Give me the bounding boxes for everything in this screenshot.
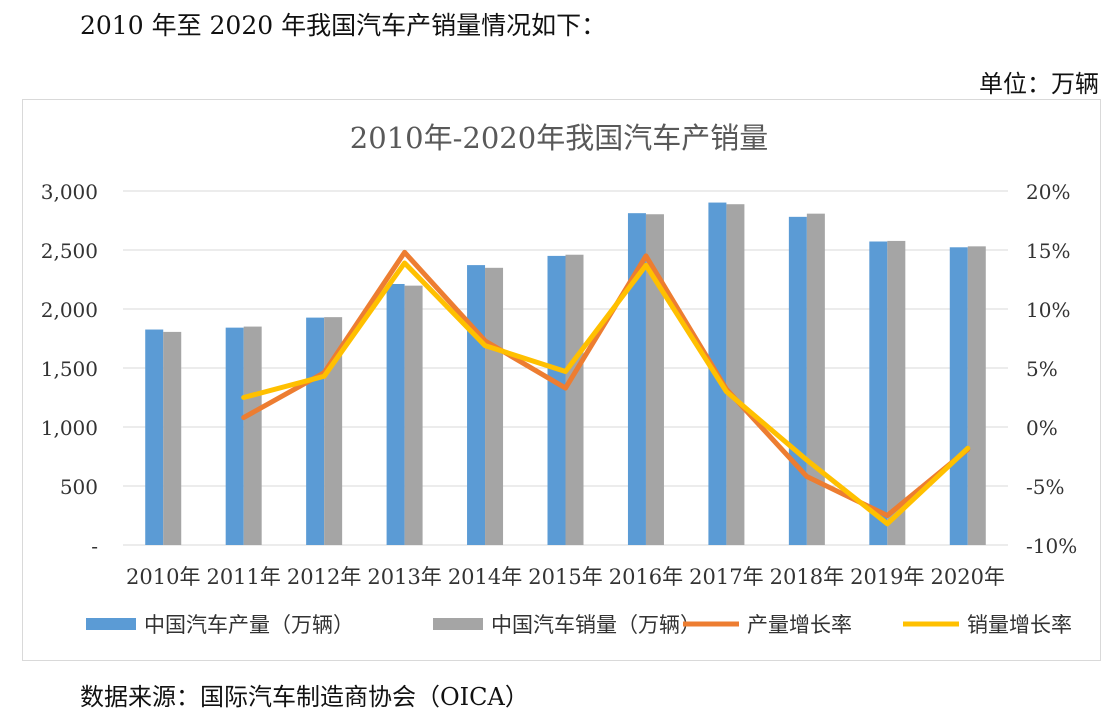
sales-bar	[645, 214, 664, 545]
y-right-tick-label: 20%	[1026, 180, 1070, 204]
legend-label: 产量增长率	[747, 613, 852, 637]
sales-bar	[726, 204, 745, 545]
y-left-tick-label: 1,000	[41, 416, 98, 440]
x-tick-label: 2013年	[367, 565, 441, 589]
production-growth-line	[241, 249, 971, 518]
sales-bar	[887, 240, 906, 545]
production-sales-chart: 2010年-2020年我国汽车产销量 - 500 1,000 1,500 2,000 2,…	[41, 121, 1077, 637]
x-tick-label: 2010年	[126, 565, 200, 589]
x-tick-label: 2020年	[931, 565, 1005, 589]
legend-label: 销量增长率	[967, 613, 1072, 637]
sales-bar	[243, 326, 262, 545]
production-bar	[467, 265, 486, 545]
y-right-tick-label: 0%	[1026, 416, 1058, 440]
production-bar	[145, 329, 164, 545]
production-bar	[788, 216, 807, 545]
production-bar	[547, 255, 566, 545]
legend-swatch	[683, 621, 739, 627]
production-bar	[225, 327, 244, 545]
chart-title: 2010年-2020年我国汽车产销量	[350, 121, 768, 155]
chart-frame: 2010年-2020年我国汽车产销量 - 500 1,000 1,500 2,000 2,…	[22, 99, 1101, 661]
x-tick-label: 2018年	[770, 565, 844, 589]
production-bar	[627, 213, 646, 545]
x-tick-label: 2014年	[448, 565, 522, 589]
sales-growth-line	[241, 260, 971, 527]
intro-text: 2010 年至 2020 年我国汽车产销量情况如下：	[80, 11, 607, 40]
legend-swatch	[433, 618, 483, 630]
production-bar	[869, 241, 888, 545]
y-left-tick-label: -	[91, 534, 98, 558]
legend-swatch	[903, 621, 959, 627]
sales-bar	[485, 267, 504, 545]
y-right-tick-label: 10%	[1026, 298, 1070, 322]
legend-swatch	[86, 618, 136, 630]
sales-bar	[967, 246, 986, 546]
y-left-tick-label: 1,500	[41, 357, 98, 381]
sales-bar	[404, 285, 423, 545]
y-left-tick-label: 500	[60, 475, 98, 499]
production-bar	[386, 283, 405, 545]
sales-bar	[806, 213, 825, 545]
y-left-tick-label: 2,500	[41, 239, 98, 263]
y-right-tick-label: 15%	[1026, 239, 1070, 263]
x-tick-label: 2011年	[206, 565, 280, 589]
legend-label: 中国汽车产量（万辆）	[144, 613, 354, 637]
sales-bar	[163, 331, 182, 545]
y-right-tick-label: 5%	[1026, 357, 1058, 381]
data-source: 数据来源：国际汽车制造商协会（OICA）	[80, 683, 529, 711]
x-tick-label: 2017年	[689, 565, 763, 589]
y-left-tick-label: 3,000	[41, 180, 98, 204]
y-right-tick-label: -10%	[1026, 534, 1077, 558]
production-bar	[949, 247, 968, 545]
x-tick-label: 2015年	[528, 565, 602, 589]
x-tick-label: 2016年	[609, 565, 683, 589]
unit-label: 单位：万辆	[979, 70, 1099, 98]
sales-bar	[565, 254, 584, 545]
x-tick-label: 2012年	[287, 565, 361, 589]
production-bar	[306, 317, 325, 545]
x-tick-label: 2019年	[850, 565, 924, 589]
y-right-tick-label: -5%	[1026, 475, 1065, 499]
y-left-tick-label: 2,000	[41, 298, 98, 322]
legend-label: 中国汽车销量（万辆）	[491, 613, 701, 637]
